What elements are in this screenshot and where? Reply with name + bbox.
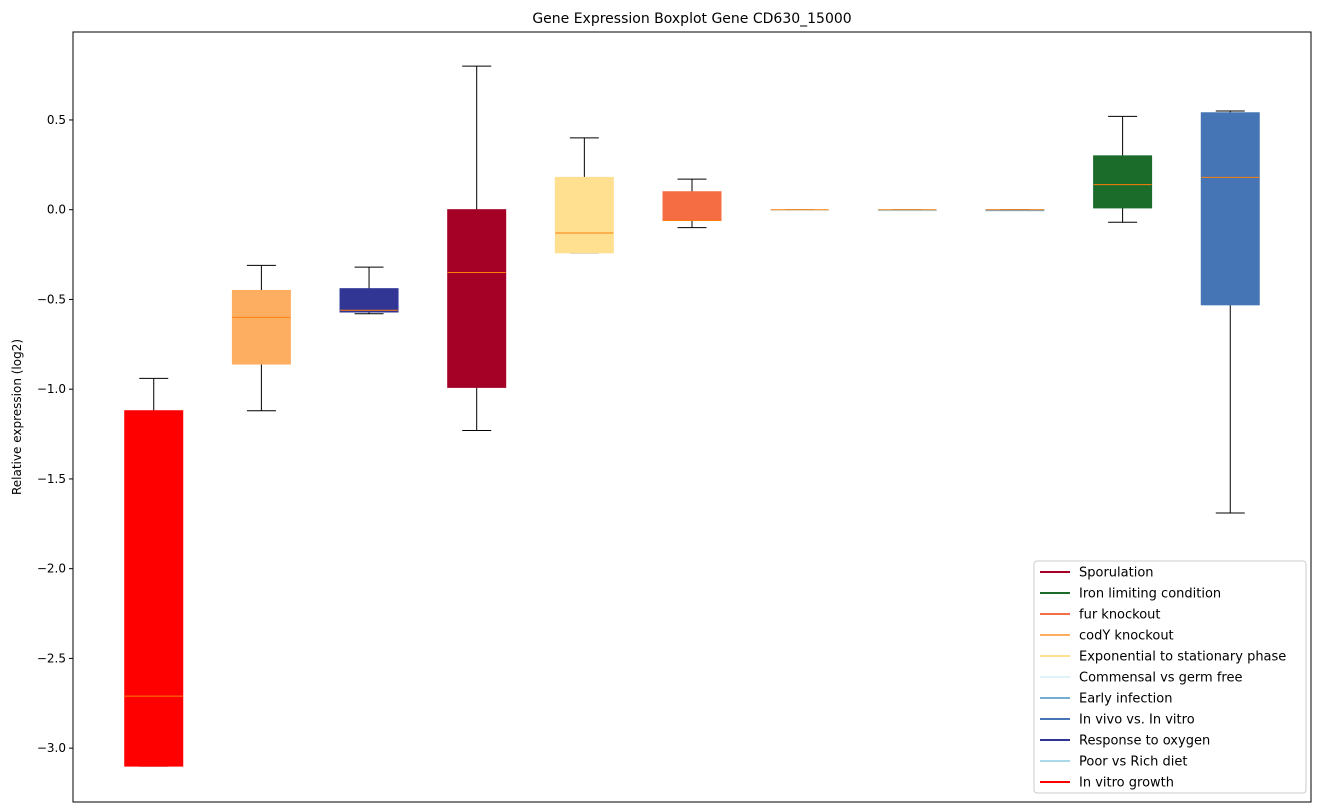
box-early-infection xyxy=(877,209,937,212)
legend-items: Sporulation Iron limiting condition fur kn… xyxy=(1040,566,1286,791)
legend-item: Response to oxygen xyxy=(1040,734,1210,749)
legend-label: Sporulation xyxy=(1079,566,1154,581)
legend-label: Poor vs Rich diet xyxy=(1079,755,1187,770)
box-body xyxy=(662,191,722,221)
legend-label: Early infection xyxy=(1079,692,1172,707)
y-tick-label: 0.5 xyxy=(47,113,66,127)
legend-label: fur knockout xyxy=(1079,608,1161,623)
plot-frame xyxy=(72,31,1312,803)
legend-item: Sporulation xyxy=(1040,566,1154,581)
legend-item: Early infection xyxy=(1040,692,1172,707)
legend-label: codY knockout xyxy=(1079,629,1174,644)
legend-item: Commensal vs germ free xyxy=(1040,671,1242,686)
y-tick-label: 0.0 xyxy=(47,203,66,217)
box-body xyxy=(339,288,399,313)
y-tick-label: −2.5 xyxy=(37,651,66,665)
y-axis-ticks: 0.5 0.0 −0.5 −1.0 −1.5 −2.0 −2.5 −3.0 xyxy=(37,113,73,755)
box-cody-knockout xyxy=(231,264,291,412)
y-tick-label: −3.0 xyxy=(37,741,66,755)
box-fur-knockout xyxy=(662,178,722,229)
box-body xyxy=(124,410,184,767)
box-body xyxy=(554,176,614,254)
legend-item: codY knockout xyxy=(1040,629,1174,644)
y-tick-label: −2.0 xyxy=(37,562,66,576)
legend-frame xyxy=(1033,560,1307,794)
legend: Sporulation Iron limiting condition fur kn… xyxy=(1033,560,1307,794)
box-body xyxy=(447,209,507,388)
legend-label: In vitro growth xyxy=(1079,776,1174,791)
box-poor-vs-rich-diet xyxy=(985,209,1045,212)
box-commensal-vs-germ-free xyxy=(770,209,830,212)
box-response-to-oxygen xyxy=(339,266,399,315)
legend-label: Exponential to stationary phase xyxy=(1079,650,1286,665)
legend-item: In vivo vs. In vitro xyxy=(1040,713,1195,728)
y-tick-label: −1.5 xyxy=(37,472,66,486)
legend-item: Exponential to stationary phase xyxy=(1040,650,1286,665)
box-body xyxy=(1093,155,1153,209)
legend-label: Response to oxygen xyxy=(1079,734,1210,749)
legend-label: In vivo vs. In vitro xyxy=(1079,713,1195,728)
legend-item: In vitro growth xyxy=(1040,776,1174,791)
box-in-vivo-vs-in-vitro xyxy=(1200,110,1260,514)
chart-title: Gene Expression Boxplot Gene CD630_15000 xyxy=(532,11,851,27)
y-axis-label: Relative expression (log2) xyxy=(10,339,24,495)
y-tick-label: −0.5 xyxy=(37,292,66,306)
y-tick-label: −1.0 xyxy=(37,382,66,396)
box-exponential-to-stationary-phase xyxy=(554,137,614,254)
legend-label: Iron limiting condition xyxy=(1079,587,1221,602)
box-iron-limiting-condition xyxy=(1093,115,1153,223)
legend-item: Iron limiting condition xyxy=(1040,587,1221,602)
box-sporulation xyxy=(447,65,507,431)
box-series xyxy=(124,65,1260,767)
legend-label: Commensal vs germ free xyxy=(1079,671,1242,686)
box-body xyxy=(1200,112,1260,306)
box-in-vitro-growth xyxy=(124,377,184,767)
legend-item: Poor vs Rich diet xyxy=(1040,755,1187,770)
legend-item: fur knockout xyxy=(1040,608,1161,623)
box-body xyxy=(231,289,291,365)
